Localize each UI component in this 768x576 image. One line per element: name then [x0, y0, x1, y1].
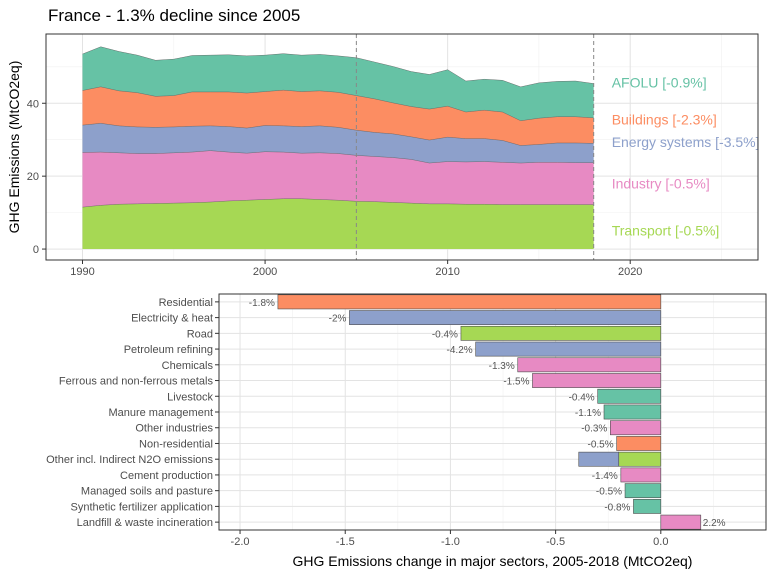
y-tick-label: Road: [187, 328, 213, 340]
x-tick-label: -2.0: [231, 536, 250, 548]
area-industry: [82, 150, 594, 208]
area-transport: [82, 198, 594, 250]
plot-border: [218, 293, 767, 531]
bar: [460, 325, 662, 341]
bar: [610, 420, 662, 436]
area-afolu: [82, 46, 594, 121]
area-outline-industry: [82, 150, 594, 164]
y-tick-label: Livestock: [167, 391, 213, 403]
area-chart-panel: 1990 2000 2010 2020 0 20 40 Transport [-0.5%] In…: [6, 33, 760, 278]
y-tick-label: Manure management: [108, 407, 213, 419]
y-tick-label: Other incl. Indirect N2O emissions: [46, 454, 213, 466]
y-tick-label: Landfill & waste incineration: [77, 517, 213, 529]
area-outline-afolu: [82, 46, 594, 88]
y-tick-label: 0: [33, 244, 39, 256]
area-outline-buildings: [82, 86, 594, 121]
data-label: 2.2%: [703, 518, 726, 529]
bar: [616, 436, 662, 451]
y-tick-label: Managed soils and pasture: [81, 486, 213, 498]
x-tick-label: -1.0: [441, 536, 460, 548]
data-label: -1.1%: [575, 408, 601, 419]
data-label: -0.4%: [569, 392, 595, 403]
data-label: -0.8%: [604, 502, 630, 513]
y-tick-label: Chemicals: [162, 360, 214, 372]
series-label-transport: Transport [-0.5%]: [612, 222, 720, 238]
series-label-energy: Energy systems [-3.5%]: [612, 134, 760, 150]
bar: [633, 499, 662, 514]
x-tick-label: -0.5: [546, 536, 565, 548]
y-tick-label: Electricity & heat: [131, 313, 213, 325]
y-tick-label: Synthetic fertilizer application: [71, 501, 213, 513]
area-outline-transport: [82, 198, 594, 208]
plot-border: [45, 33, 759, 261]
x-tick-label: 2010: [435, 266, 459, 278]
bar: [618, 451, 662, 467]
area-energy: [82, 123, 594, 164]
bar: [517, 357, 662, 373]
data-label: -1.5%: [503, 377, 529, 388]
data-label: -0.5%: [596, 487, 622, 498]
data-label: -4.2%: [447, 345, 473, 356]
bar: [532, 373, 662, 388]
series-label-buildings: Buildings [-2.3%]: [612, 112, 717, 128]
y-tick-label: Petroleum refining: [124, 344, 213, 356]
bar: [578, 451, 620, 467]
x-tick-label: 0.0: [653, 536, 668, 548]
y-tick-label: 20: [27, 171, 39, 183]
data-label: -0.5%: [588, 439, 614, 450]
bar-chart-panel: -2.0 -1.5 -1.0 -0.5 0.0 Residential -1.8% Elect…: [46, 293, 767, 569]
x-axis-title: GHG Emissions change in major sectors, 2…: [293, 553, 693, 569]
bar: [603, 404, 662, 420]
data-label: -0.4%: [432, 329, 458, 340]
y-tick-label: Ferrous and non-ferrous metals: [59, 376, 214, 388]
bar: [620, 467, 662, 483]
data-label: -1.8%: [249, 298, 275, 309]
bar: [660, 514, 702, 530]
x-tick-label: -1.5: [336, 536, 355, 548]
area-buildings: [82, 86, 594, 146]
chart-title: France - 1.3% decline since 2005: [48, 6, 301, 25]
bar: [597, 388, 662, 404]
bar: [475, 341, 662, 357]
series-label-industry: Industry [-0.5%]: [612, 176, 710, 192]
bar: [277, 294, 662, 310]
bar: [624, 483, 662, 499]
y-tick-label: Non-residential: [139, 438, 213, 450]
y-axis-title: GHG Emissions (MtCO2eq): [6, 61, 22, 234]
x-tick-label: 2000: [253, 266, 277, 278]
area-outline-energy: [82, 123, 594, 146]
y-tick-label: Cement production: [120, 470, 213, 482]
y-tick-label: Other industries: [135, 423, 213, 435]
series-label-afolu: AFOLU [-0.9%]: [612, 74, 707, 90]
data-label: -2%: [329, 314, 347, 325]
y-tick-label: Residential: [159, 297, 213, 309]
bar: [349, 310, 662, 325]
x-tick-label: 2020: [618, 266, 642, 278]
data-label: -1.3%: [489, 361, 515, 372]
x-tick-label: 1990: [70, 266, 94, 278]
data-label: -1.4%: [592, 471, 618, 482]
data-label: -0.3%: [581, 424, 607, 435]
y-tick-label: 40: [27, 98, 39, 110]
